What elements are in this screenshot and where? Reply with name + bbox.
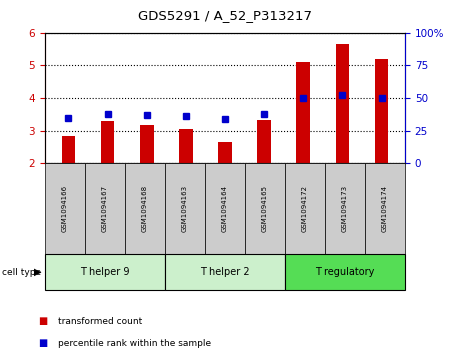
Text: GSM1094167: GSM1094167 [102, 185, 108, 232]
Text: T regulatory: T regulatory [315, 267, 375, 277]
Text: GSM1094164: GSM1094164 [222, 185, 228, 232]
Text: GSM1094165: GSM1094165 [262, 185, 268, 232]
Text: transformed count: transformed count [58, 317, 143, 326]
Bar [297, 62, 310, 163]
Text: GSM1094168: GSM1094168 [142, 185, 148, 232]
Bar [140, 125, 153, 163]
Text: GSM1094173: GSM1094173 [342, 185, 348, 232]
Bar [179, 129, 193, 163]
Bar [101, 121, 114, 163]
Text: GSM1094166: GSM1094166 [62, 185, 68, 232]
Text: cell type: cell type [2, 268, 41, 277]
Bar [218, 142, 232, 163]
Text: GDS5291 / A_52_P313217: GDS5291 / A_52_P313217 [138, 9, 312, 22]
Text: ■: ■ [38, 338, 48, 348]
Text: GSM1094174: GSM1094174 [382, 185, 388, 232]
Bar [62, 136, 75, 163]
Text: GSM1094172: GSM1094172 [302, 185, 308, 232]
Text: ▶: ▶ [34, 267, 41, 277]
Bar [336, 44, 349, 163]
Bar [375, 60, 388, 163]
Text: T helper 2: T helper 2 [200, 267, 250, 277]
Text: ■: ■ [38, 316, 48, 326]
Bar [257, 120, 271, 163]
Text: T helper 9: T helper 9 [80, 267, 130, 277]
Text: GSM1094163: GSM1094163 [182, 185, 188, 232]
Text: percentile rank within the sample: percentile rank within the sample [58, 339, 212, 347]
